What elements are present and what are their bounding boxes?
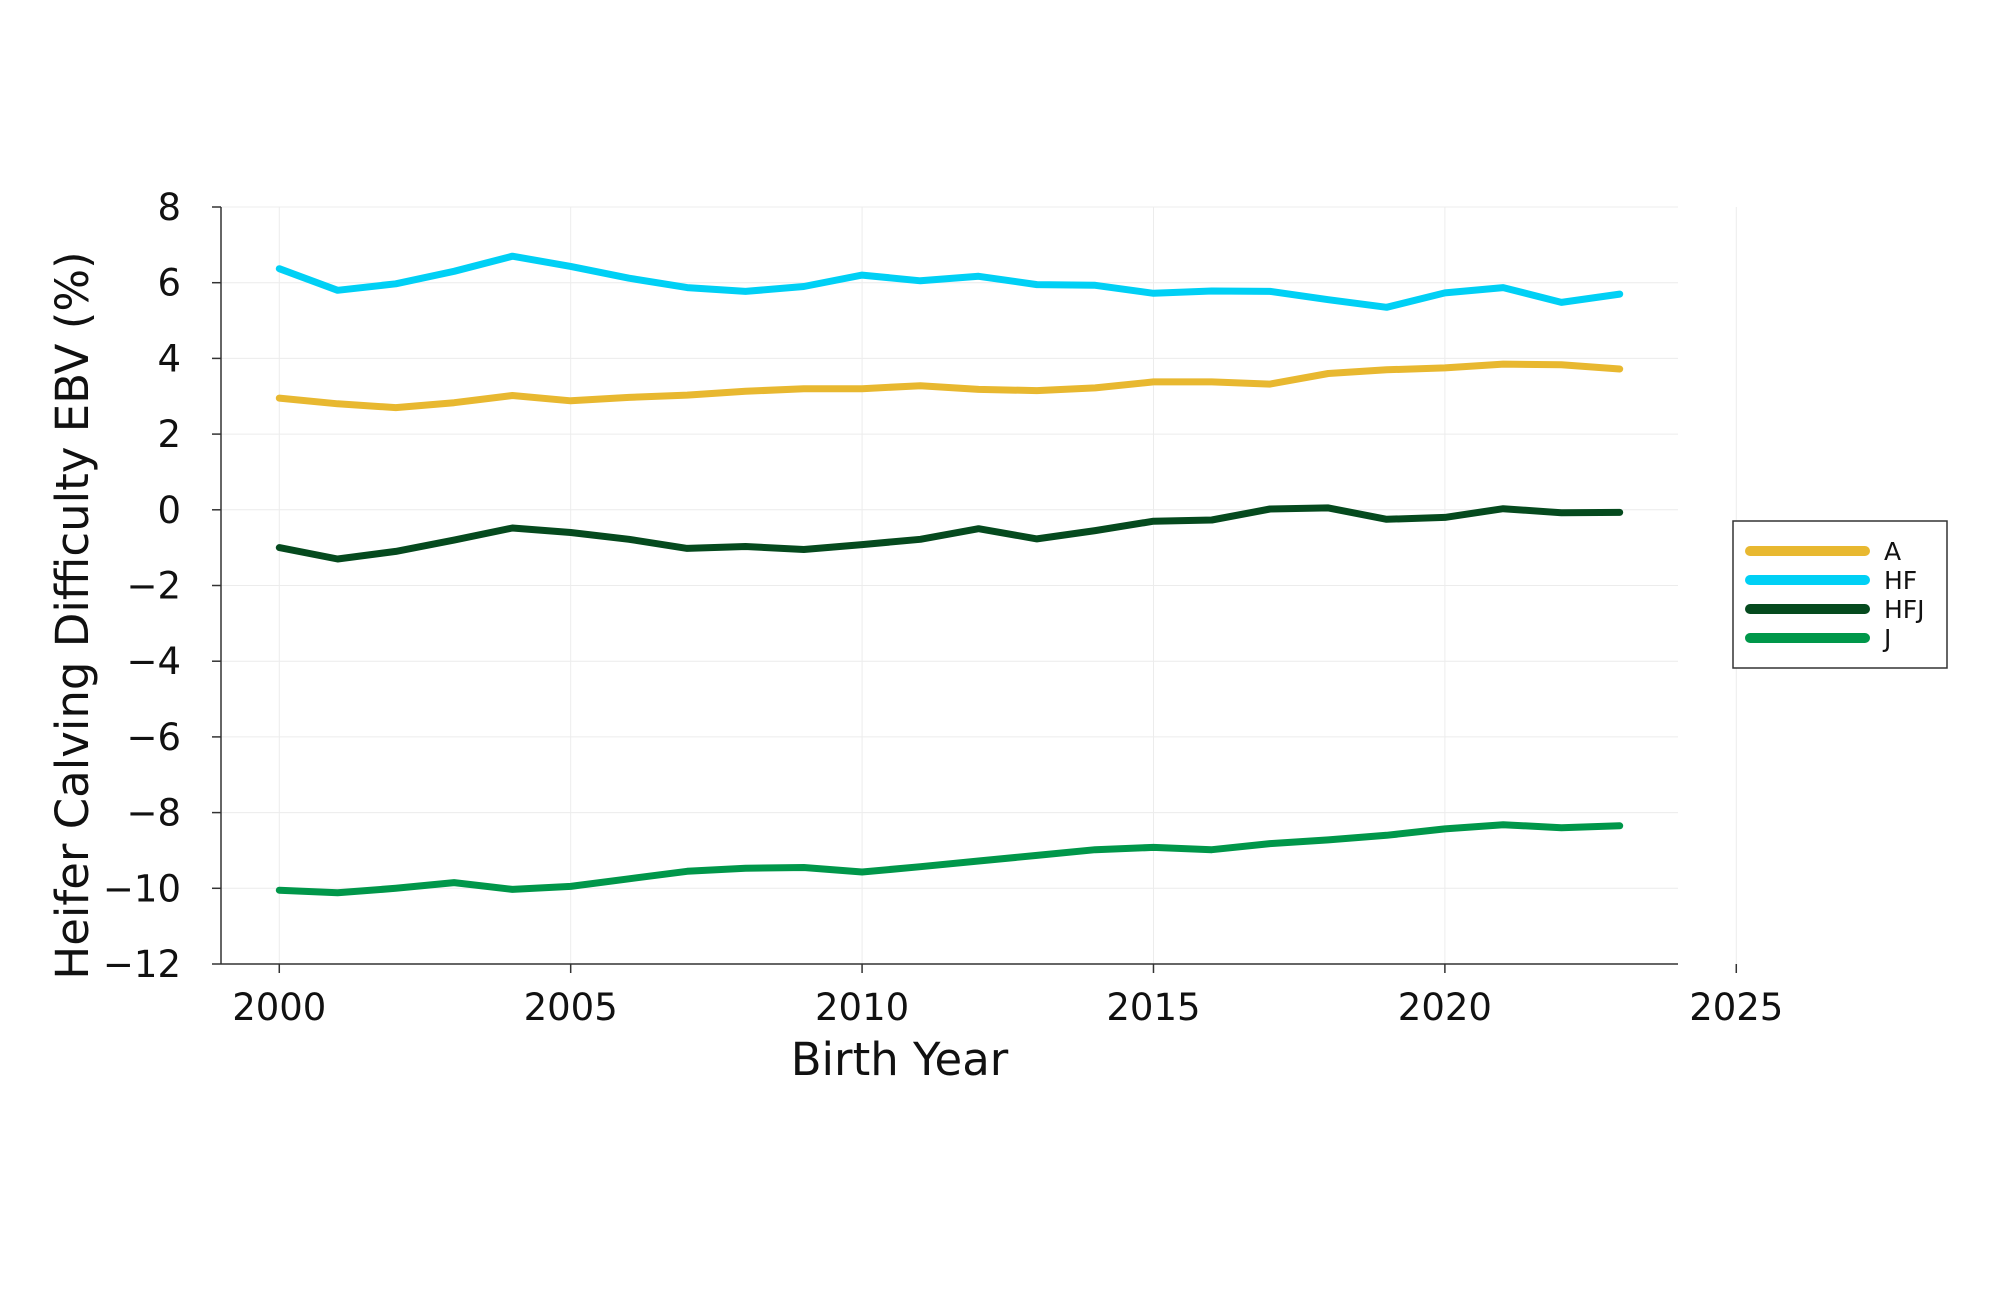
series-line-j [275,821,1624,897]
x-tick-label: 2005 [524,986,618,1029]
y-tick-label: −12 [103,943,181,986]
x-tick-label: 2010 [815,986,909,1029]
x-tick-label: 2000 [232,986,326,1029]
y-tick-label: 0 [157,489,181,532]
x-tick-label: 2015 [1106,986,1200,1029]
x-tick-label: 2020 [1398,986,1492,1029]
series-lines [275,252,1624,897]
legend-box [1732,520,1948,669]
legend-label-j: J [1882,624,1891,653]
y-tick-label: −8 [126,792,181,835]
y-tick-label: −10 [103,867,181,910]
y-tick-label: 4 [157,337,181,380]
y-axis-ticks: −12 −10 −8 −6 −4 −2 0 2 4 6 8 [103,186,221,986]
grid [221,206,1737,965]
y-tick-label: 8 [157,186,181,229]
legend-label-a: A [1884,537,1901,566]
legend-label-hf: HF [1884,566,1917,595]
legend-label-hfj: HFJ [1884,595,1925,624]
series-line-hf [275,252,1624,311]
x-tick-label: 2025 [1689,986,1783,1029]
series-line-a [275,360,1624,412]
y-tick-label: −4 [126,640,181,683]
y-tick-label: 6 [157,262,181,305]
x-axis-title: Birth Year [791,1033,1009,1086]
x-axis-ticks: 2000 2005 2010 2015 2020 2025 [232,964,1783,1029]
series-line-hfj [275,504,1624,563]
y-tick-label: −6 [126,716,181,759]
y-tick-label: 2 [157,413,181,456]
y-tick-label: −2 [126,565,181,608]
y-axis-title: Heifer Calving Difficulty EBV (%) [46,251,99,979]
